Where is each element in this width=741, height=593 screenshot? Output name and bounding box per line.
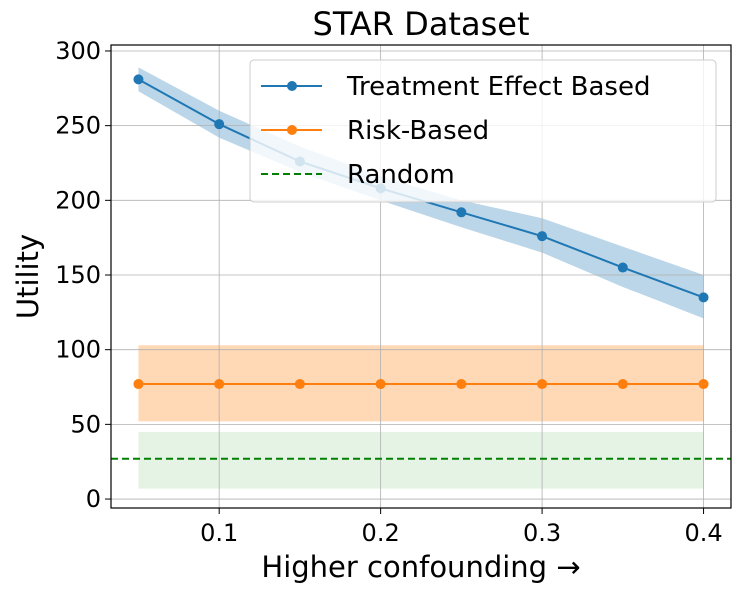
x-tick-label: 0.1: [200, 519, 238, 547]
data-point-risk-based: [456, 379, 467, 390]
data-point-risk-based: [617, 379, 628, 390]
data-point-risk-based: [537, 379, 548, 390]
legend-marker-risk-based: [287, 125, 297, 135]
legend-box: [249, 59, 717, 203]
data-point-risk-based: [133, 379, 144, 390]
y-tick-label: 50: [70, 410, 101, 438]
y-tick-label: 250: [55, 112, 101, 140]
data-point-treatment-effect-based: [456, 207, 467, 218]
legend-marker-treatment-effect-based: [287, 81, 297, 91]
data-point-risk-based: [375, 379, 386, 390]
plot-frame: [110, 44, 732, 509]
y-tick-label: 200: [55, 186, 101, 214]
axis-ticks: 0.1 0.2 0.3 0.4 0 50 100 150 200 250 300: [55, 37, 722, 547]
band-random: [138, 431, 704, 489]
legend-label-random: Random: [347, 160, 455, 190]
x-tick-label: 0.4: [684, 519, 722, 547]
data-point-risk-based: [214, 379, 225, 390]
data-point-risk-based: [698, 379, 709, 390]
y-tick-label: 150: [55, 261, 101, 289]
x-axis-label: Higher confounding →: [261, 550, 580, 584]
data-point-treatment-effect-based: [133, 74, 144, 85]
x-tick-label: 0.3: [523, 519, 561, 547]
data-point-treatment-effect-based: [537, 231, 548, 242]
legend-label-risk-based: Risk-Based: [347, 116, 489, 146]
y-axis-label: Utility: [11, 234, 45, 319]
data-point-treatment-effect-based: [698, 292, 709, 303]
legend: Treatment Effect Based Risk-Based Random: [249, 59, 717, 203]
chart-title: STAR Dataset: [313, 5, 530, 43]
data-point-risk-based: [294, 379, 305, 390]
data-point-treatment-effect-based: [214, 119, 225, 130]
legend-label-treatment-effect-based: Treatment Effect Based: [346, 72, 650, 102]
y-tick-label: 0: [86, 485, 101, 513]
data-point-treatment-effect-based: [617, 262, 628, 273]
x-tick-label: 0.2: [362, 519, 400, 547]
y-tick-label: 100: [55, 336, 101, 364]
y-tick-label: 300: [55, 37, 101, 65]
